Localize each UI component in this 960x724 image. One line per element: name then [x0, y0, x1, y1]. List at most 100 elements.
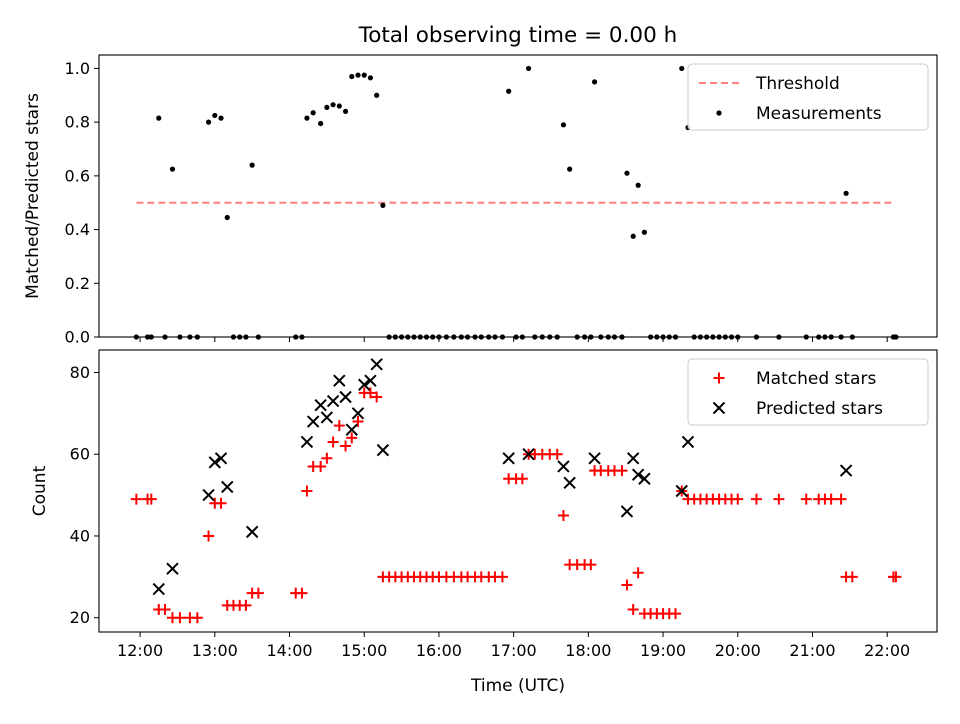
- measurements-point: [310, 110, 316, 116]
- measurements-point: [525, 65, 532, 72]
- matched-stars-point: [321, 452, 333, 464]
- x-axis-label: Time (UTC): [470, 676, 565, 696]
- predicted-stars-point: [333, 374, 346, 387]
- matched-stars-point: [557, 510, 569, 522]
- measurements-point: [156, 115, 162, 121]
- predicted-stars-point: [345, 423, 358, 436]
- x-tick-label: 15:00: [341, 641, 387, 660]
- predicted-stars-point: [675, 484, 688, 498]
- predicted-stars-point: [364, 374, 377, 387]
- predicted-stars-point: [326, 394, 340, 408]
- predicted-stars-point: [502, 452, 515, 465]
- matched-stars-point: [333, 420, 345, 432]
- measurements-point: [249, 162, 255, 168]
- measurements-point: [355, 72, 361, 78]
- matched-stars-point: [340, 440, 352, 452]
- measurements-point: [624, 170, 630, 176]
- measurements-point: [349, 73, 355, 80]
- measurements-point: [843, 190, 849, 196]
- predicted-stars-point: [245, 525, 259, 539]
- matched-stars-point: [551, 448, 563, 460]
- matched-stars-point: [174, 612, 186, 624]
- matched-stars-point: [621, 579, 633, 591]
- measurements-point: [318, 120, 324, 127]
- matched-stars-point: [732, 493, 744, 505]
- matched-stars-point: [327, 436, 339, 448]
- measurements-point: [218, 115, 224, 121]
- measurements-point: [169, 166, 176, 172]
- legend-marker-swatch: [712, 401, 726, 415]
- y-tick-label: 60: [70, 445, 90, 464]
- predicted-stars-point: [563, 476, 576, 490]
- predicted-stars-point: [320, 411, 334, 424]
- y-tick-label: 0.4: [65, 220, 90, 239]
- matched-stars-point: [773, 493, 785, 505]
- matched-stars-point: [750, 493, 762, 505]
- measurements-point: [374, 92, 380, 98]
- bottom-legend: Matched stars Predicted stars: [687, 358, 929, 426]
- matched-stars-point: [252, 587, 264, 599]
- legend-box: [687, 63, 929, 131]
- matched-stars-point: [352, 416, 364, 428]
- top-plot-marks: [133, 65, 899, 340]
- y-tick-label: 20: [70, 608, 90, 627]
- measurements-point: [560, 122, 567, 128]
- top-y-axis-label: Matched/Predicted stars: [23, 93, 43, 299]
- predicted-stars-point: [339, 390, 352, 404]
- x-tick-label: 16:00: [416, 641, 462, 660]
- x-tick-label: 14:00: [266, 641, 312, 660]
- matched-stars-point: [346, 432, 358, 444]
- matched-stars-point: [130, 493, 142, 505]
- matched-stars-point: [835, 493, 847, 505]
- legend-label: Measurements: [756, 104, 882, 124]
- measurements-point: [635, 182, 641, 188]
- measurements-point: [342, 108, 349, 114]
- matched-stars-point: [496, 571, 508, 583]
- measurements-point: [591, 79, 598, 85]
- matched-stars-point: [890, 571, 902, 583]
- matched-stars-point: [585, 559, 597, 571]
- x-tick-label: 21:00: [789, 641, 835, 660]
- chart-title: Total observing time = 0.00 h: [358, 23, 678, 48]
- x-tick-label: 17:00: [491, 641, 537, 660]
- top-panel: 0.0 0.2 0.4 0.6 0.8 1.0 Matched/Predicted sta…: [23, 54, 938, 347]
- legend-marker-swatch: [713, 372, 725, 384]
- predicted-stars-point: [166, 562, 179, 575]
- legend-box: [687, 358, 929, 426]
- matched-stars-point: [145, 493, 157, 505]
- top-legend: Threshold Measurements: [687, 63, 929, 131]
- y-tick-label: 0.8: [65, 113, 90, 132]
- top-axes: 0.0 0.2 0.4 0.6 0.8 1.0: [65, 59, 888, 347]
- matched-stars-point: [800, 493, 812, 505]
- predicted-stars-point: [314, 398, 327, 412]
- matched-stars-point: [203, 530, 215, 542]
- predicted-stars-point: [588, 452, 601, 465]
- matched-stars-point: [627, 604, 639, 616]
- predicted-stars-series: [152, 358, 853, 596]
- bottom-plot-frame: [98, 349, 938, 633]
- measurements-point: [324, 104, 330, 110]
- measurements-point: [679, 65, 685, 72]
- legend-marker-swatch: [716, 110, 722, 116]
- top-plot-frame: [98, 54, 938, 338]
- predicted-stars-point: [208, 456, 222, 469]
- matched-stars-point: [616, 465, 628, 477]
- predicted-stars-point: [214, 452, 228, 465]
- matched-stars-point: [364, 387, 376, 399]
- predicted-stars-point: [306, 415, 320, 428]
- matched-stars-point: [301, 485, 313, 497]
- matched-stars-point: [371, 391, 383, 403]
- x-tick-label: 13:00: [192, 641, 238, 660]
- predicted-stars-point: [152, 582, 165, 596]
- x-tick-label: 18:00: [565, 641, 611, 660]
- bottom-axes: 12:00 13:00 14:00 15:00 16:00 17:00 18:00 19:00…: [70, 363, 911, 660]
- bottom-y-axis-label: Count: [30, 465, 50, 516]
- matched-stars-point: [240, 599, 252, 611]
- predicted-stars-point: [626, 452, 640, 465]
- measurements-point: [330, 102, 336, 108]
- y-tick-label: 1.0: [65, 59, 90, 78]
- matched-stars-point: [632, 567, 644, 579]
- predicted-stars-point: [376, 443, 390, 457]
- matched-stars-point: [825, 493, 837, 505]
